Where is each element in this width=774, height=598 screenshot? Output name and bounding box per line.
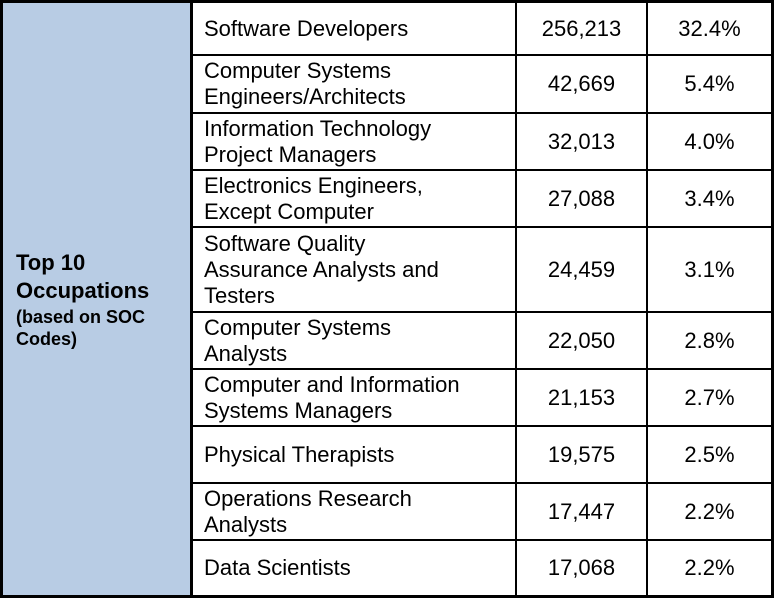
percent-cell: 32.4% — [646, 3, 771, 56]
occupation-cell: Computer Systems Analysts — [193, 311, 517, 370]
occupation-cell: Software Developers — [193, 3, 517, 56]
count-cell: 19,575 — [515, 425, 648, 484]
row-header-cell: Top 10 Occupations (based on SOC Codes) — [3, 3, 193, 595]
table-row: Computer Systems Engineers/Architects 42… — [193, 54, 771, 114]
occupation-cell: Operations Research Analysts — [193, 482, 517, 541]
count-cell: 17,068 — [515, 539, 648, 595]
table-row: Physical Therapists 19,575 2.5% — [193, 425, 771, 484]
occupation-cell: Information Technology Project Managers — [193, 112, 517, 171]
occupation-cell: Computer Systems Engineers/Architects — [193, 54, 517, 114]
table-row: Electronics Engineers, Except Computer 2… — [193, 169, 771, 228]
table-row: Operations Research Analysts 17,447 2.2% — [193, 482, 771, 541]
occupation-cell: Electronics Engineers, Except Computer — [193, 169, 517, 228]
count-cell: 32,013 — [515, 112, 648, 171]
occupations-table: Software Developers 256,213 32.4% Comput… — [193, 3, 771, 595]
occupation-cell: Physical Therapists — [193, 425, 517, 484]
row-header-title: Top 10 Occupations — [16, 249, 150, 303]
percent-cell: 2.7% — [646, 368, 771, 427]
table-row: Software Quality Assurance Analysts and … — [193, 226, 771, 313]
occupation-cell: Computer and Information Systems Manager… — [193, 368, 517, 427]
percent-cell: 2.5% — [646, 425, 771, 484]
table-row: Information Technology Project Managers … — [193, 112, 771, 171]
count-cell: 27,088 — [515, 169, 648, 228]
percent-cell: 2.2% — [646, 539, 771, 595]
table-row: Computer Systems Analysts 22,050 2.8% — [193, 311, 771, 370]
row-header-subtitle: (based on SOC Codes) — [16, 306, 146, 349]
count-cell: 17,447 — [515, 482, 648, 541]
count-cell: 22,050 — [515, 311, 648, 370]
table-row: Computer and Information Systems Manager… — [193, 368, 771, 427]
count-cell: 24,459 — [515, 226, 648, 313]
percent-cell: 2.8% — [646, 311, 771, 370]
table-row: Data Scientists 17,068 2.2% — [193, 539, 771, 595]
percent-cell: 3.4% — [646, 169, 771, 228]
percent-cell: 3.1% — [646, 226, 771, 313]
table-row: Software Developers 256,213 32.4% — [193, 3, 771, 56]
count-cell: 42,669 — [515, 54, 648, 114]
occupation-cell: Data Scientists — [193, 539, 517, 595]
percent-cell: 4.0% — [646, 112, 771, 171]
percent-cell: 2.2% — [646, 482, 771, 541]
count-cell: 21,153 — [515, 368, 648, 427]
occupation-cell: Software Quality Assurance Analysts and … — [193, 226, 517, 313]
count-cell: 256,213 — [515, 3, 648, 56]
percent-cell: 5.4% — [646, 54, 771, 114]
